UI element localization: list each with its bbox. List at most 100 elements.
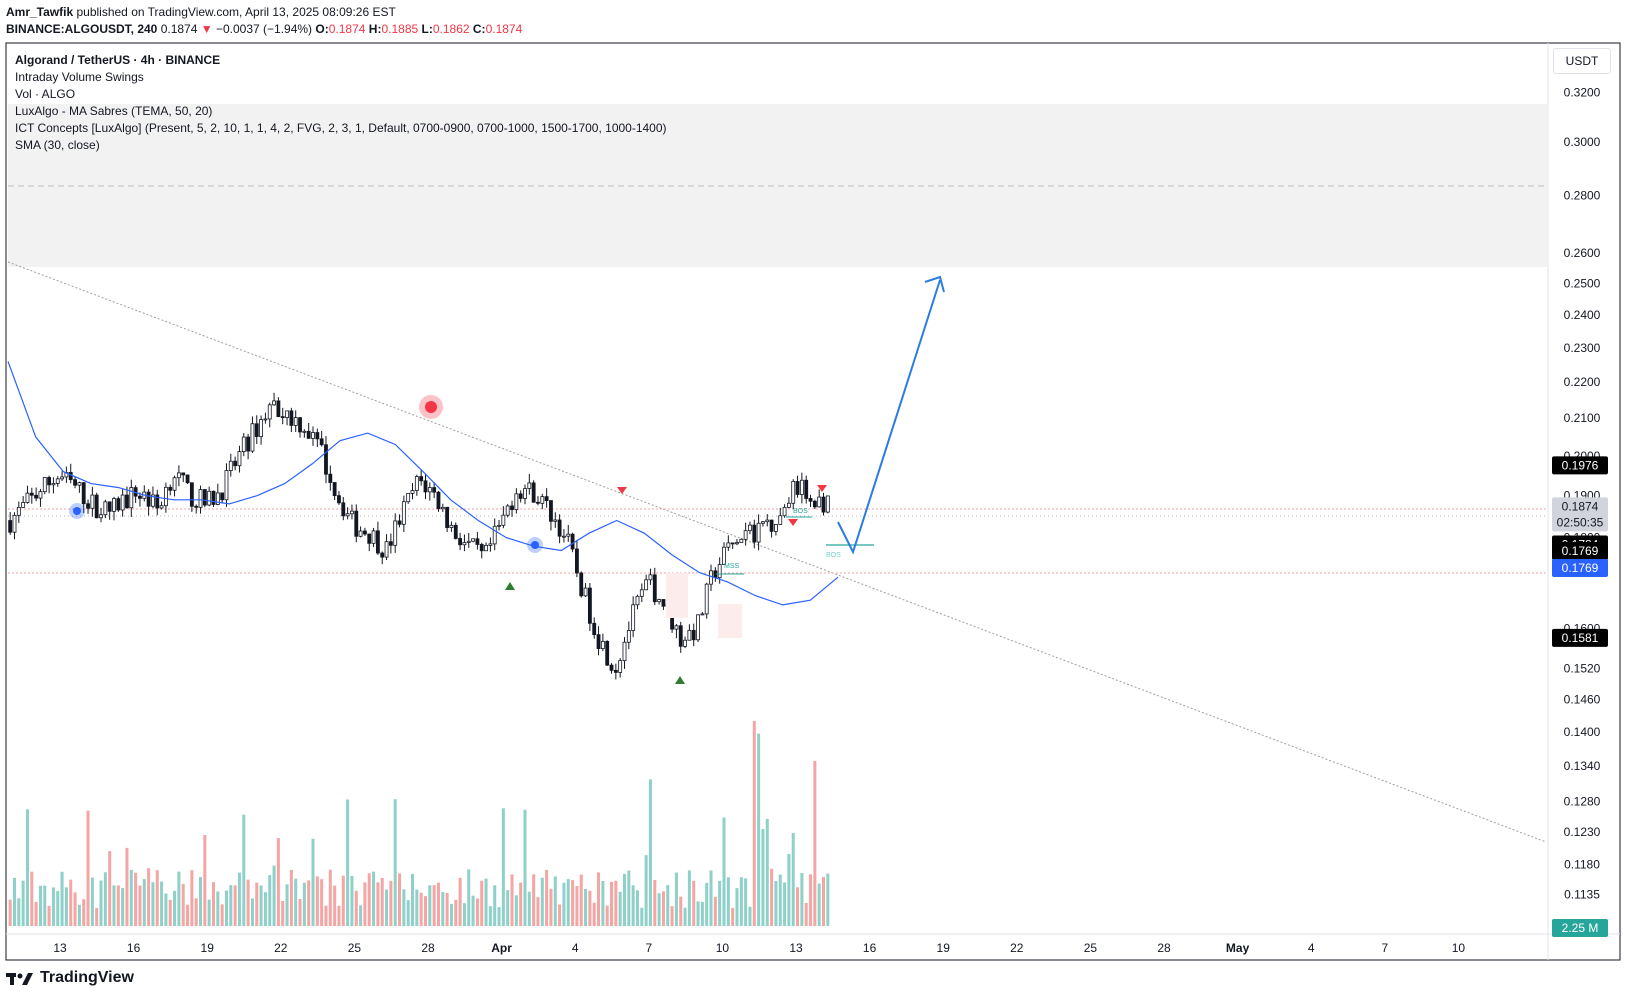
candle-body — [341, 502, 346, 517]
volume-bar — [553, 876, 557, 926]
candle-body — [562, 535, 566, 538]
volume-bar — [540, 877, 544, 926]
candle-body — [717, 564, 722, 579]
volume-bar — [584, 888, 588, 926]
candle-body — [410, 490, 415, 494]
candle-body — [514, 493, 519, 510]
volume-bar — [99, 880, 103, 926]
candle-body — [583, 587, 588, 597]
author-name[interactable]: Amr_Tawfik — [6, 5, 74, 19]
volume-bar — [692, 880, 696, 926]
triangle-down-marker-2 — [788, 519, 798, 526]
candle-body — [138, 495, 142, 499]
volume-bar — [757, 733, 761, 926]
candle-body — [306, 430, 311, 439]
volume-bar — [739, 877, 743, 926]
candle-body — [68, 472, 73, 481]
candle-body — [791, 481, 796, 504]
volume-bar — [281, 900, 285, 926]
candle-body — [263, 418, 268, 421]
candle-body — [523, 488, 527, 499]
price-axis-label: 0.2100 — [1564, 411, 1601, 425]
volume-bar — [82, 899, 86, 926]
candle-body — [730, 542, 735, 545]
volume-bar — [605, 905, 609, 926]
volume-bar — [536, 897, 540, 926]
price-tag-label: 0.1976 — [1562, 458, 1599, 472]
volume-bar — [142, 878, 146, 926]
price-tag-bg — [1552, 919, 1608, 937]
price-axis-label: 0.1280 — [1564, 794, 1601, 808]
legend-indicator[interactable]: Vol · ALGO — [15, 87, 76, 101]
volume-bar — [250, 898, 254, 926]
candle-body — [176, 472, 181, 479]
candle-body — [553, 519, 558, 522]
time-axis-label: 25 — [1084, 941, 1098, 955]
tradingview-logo[interactable]: TradingView — [6, 969, 134, 987]
price-axis-label: 0.3200 — [1564, 85, 1601, 99]
legend-indicator[interactable]: Intraday Volume Swings — [15, 70, 144, 84]
volume-bar — [432, 885, 436, 926]
volume-bar — [549, 888, 553, 926]
candle-body — [280, 416, 285, 419]
volume-bar — [428, 885, 432, 926]
fvg-box-1 — [666, 573, 688, 618]
candle-body — [302, 430, 307, 433]
swing-low-marker-2 — [531, 541, 539, 549]
volume-bar — [653, 880, 657, 926]
time-axis-label: 13 — [789, 941, 803, 955]
candle-body — [817, 496, 822, 508]
volume-bar — [229, 885, 233, 926]
time-axis-label: 13 — [53, 941, 67, 955]
volume-bar — [826, 873, 830, 926]
volume-bar — [597, 872, 601, 926]
legend-indicator[interactable]: SMA (30, close) — [15, 138, 100, 152]
volume-bar — [359, 905, 363, 926]
volume-bar — [207, 899, 211, 926]
candle-body — [47, 477, 52, 486]
volume-bar — [475, 898, 479, 926]
volume-bar — [687, 870, 691, 926]
candle-body — [648, 574, 653, 581]
candle-body — [709, 570, 713, 585]
currency-unit-button[interactable]: USDT — [1553, 48, 1611, 74]
price-axis-label: 0.2800 — [1564, 189, 1601, 203]
volume-bar — [237, 872, 241, 926]
volume-bar — [545, 869, 549, 926]
candle-body — [367, 533, 372, 544]
candle-body — [600, 640, 605, 649]
volume-bar — [696, 901, 700, 926]
volume-bar — [770, 868, 774, 926]
high-value: 0.1885 — [381, 22, 419, 36]
candle-body — [358, 530, 363, 537]
candle-body — [21, 502, 26, 508]
candle-body — [319, 438, 324, 446]
volume-bar — [307, 880, 311, 926]
candle-body — [687, 629, 692, 641]
volume-bar — [385, 889, 389, 926]
volume-bar — [276, 838, 280, 926]
candle-body — [99, 514, 103, 519]
legend-indicator[interactable]: ICT Concepts [LuxAlgo] (Present, 5, 2, 1… — [15, 121, 667, 135]
candle-body — [704, 583, 709, 615]
volume-bar — [666, 885, 670, 926]
candle-body — [748, 524, 752, 532]
candle-body — [566, 533, 571, 537]
price-tag: 0.1769 — [1552, 558, 1608, 577]
legend-title[interactable]: Algorand / TetherUS · 4h · BINANCE — [15, 53, 221, 67]
volume-bar — [168, 899, 172, 926]
candles — [8, 392, 830, 680]
candle-body — [55, 478, 60, 484]
candle-body — [241, 436, 246, 453]
price-axis-label: 0.3000 — [1564, 135, 1601, 149]
price-axis-label: 0.1340 — [1564, 759, 1601, 773]
volume-bar — [657, 893, 661, 926]
time-axis-label: 25 — [348, 941, 362, 955]
volume-bar — [618, 891, 622, 926]
candle-body — [592, 622, 597, 636]
volume-bar — [272, 865, 276, 926]
legend-indicator[interactable]: LuxAlgo - MA Sabres (TEMA, 50, 20) — [15, 104, 213, 118]
volume-bar — [64, 887, 68, 926]
